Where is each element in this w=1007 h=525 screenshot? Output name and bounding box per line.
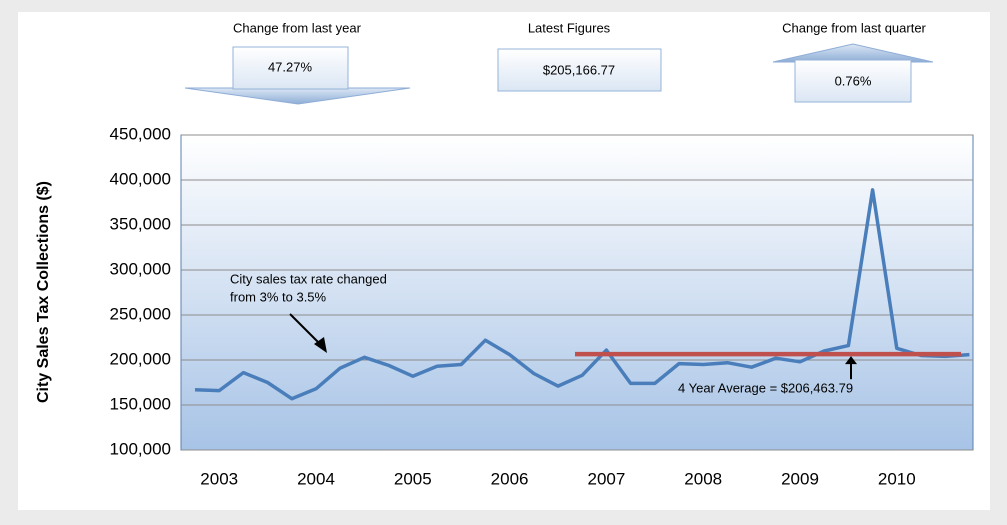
kpi-value: $205,166.77: [543, 62, 615, 77]
y-tick-label: 100,000: [110, 439, 171, 458]
annotation: City sales tax rate changed: [230, 271, 387, 286]
y-axis-title: City Sales Tax Collections ($): [35, 181, 52, 403]
average-label: 4 Year Average = $206,463.79: [678, 381, 853, 396]
x-tick-label: 2006: [491, 469, 529, 488]
x-tick-label: 2003: [200, 469, 238, 488]
y-tick-label: 350,000: [110, 214, 171, 233]
kpi-box: [497, 48, 662, 92]
kpi-title: Latest Figures: [528, 20, 611, 35]
kpi-title: Change from last year: [233, 20, 362, 35]
y-tick-label: 400,000: [110, 169, 171, 188]
kpi-value: 0.76%: [835, 73, 872, 88]
y-tick-label: 300,000: [110, 259, 171, 278]
x-tick-label: 2005: [394, 469, 432, 488]
arrowhead: [845, 356, 857, 365]
x-tick-label: 2010: [878, 469, 916, 488]
arrow: [289, 313, 323, 347]
plot-area: [180, 134, 974, 451]
x-tick-label: 2008: [684, 469, 722, 488]
y-tick-label: 200,000: [110, 349, 171, 368]
kpi-value: 47.27%: [268, 59, 313, 74]
kpi-box: [794, 59, 912, 103]
annotation: from 3% to 3.5%: [230, 289, 327, 304]
y-tick-label: 250,000: [110, 304, 171, 323]
arrowhead: [314, 337, 327, 353]
x-tick-label: 2009: [781, 469, 819, 488]
kpi-title: Change from last quarter: [782, 20, 926, 35]
x-tick-label: 2007: [587, 469, 625, 488]
y-tick-label: 150,000: [110, 394, 171, 413]
series-line: [194, 188, 970, 401]
y-tick-label: 450,000: [110, 124, 171, 143]
kpi-box: [232, 46, 349, 90]
x-tick-label: 2004: [297, 469, 335, 488]
